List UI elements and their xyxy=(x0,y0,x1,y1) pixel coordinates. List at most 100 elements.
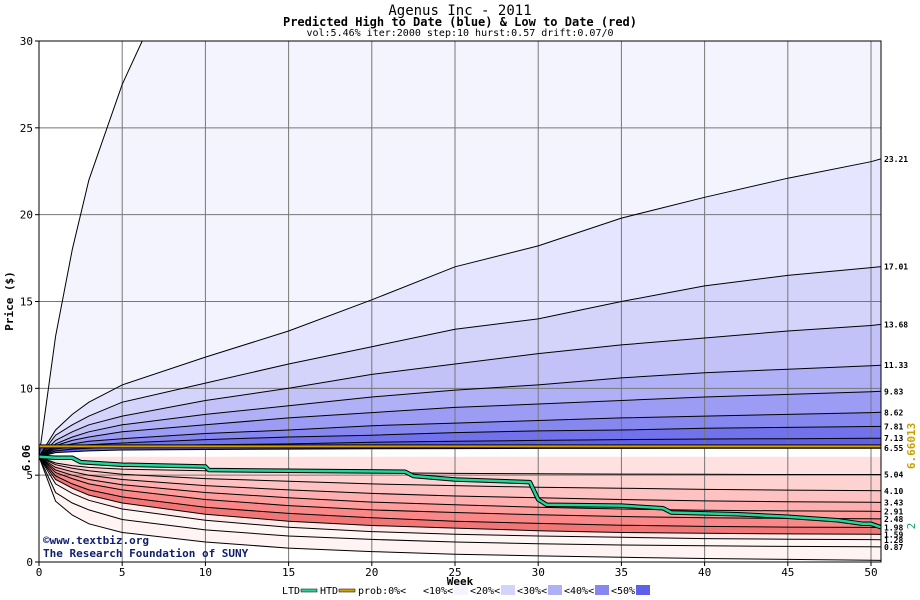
high-band-line xyxy=(39,158,881,458)
high-band-line xyxy=(39,437,881,458)
legend-label: HTD xyxy=(320,586,338,597)
high-band xyxy=(39,426,881,457)
start-price-label: 6.06 xyxy=(20,444,33,471)
x-tick-label: 10 xyxy=(199,566,212,579)
high-band-line xyxy=(39,364,881,458)
y-tick-label: 25 xyxy=(20,122,33,135)
band-end-label: 6.55 xyxy=(884,444,903,453)
low-band-line xyxy=(39,456,881,548)
low-band xyxy=(39,456,881,528)
watermark-org: The Research Foundation of SUNY xyxy=(43,547,249,560)
legend-line-swatch xyxy=(300,588,318,593)
x-tick-label: 45 xyxy=(781,566,794,579)
x-tick-label: 25 xyxy=(448,566,461,579)
max-line xyxy=(39,41,143,457)
band-end-label: 1.59 xyxy=(884,530,903,539)
legend-label: <30%< xyxy=(517,586,547,597)
legend-color-swatch xyxy=(595,585,609,595)
low-band xyxy=(39,456,881,535)
band-end-label: 2.48 xyxy=(884,515,903,524)
y-axis-label: Price ($) xyxy=(3,271,16,331)
legend-label: LTD xyxy=(282,586,300,597)
htd-value-label: 6.66013 xyxy=(905,423,918,469)
low-band-line xyxy=(39,456,881,541)
y-tick-label: 5 xyxy=(26,469,33,482)
legend-line-swatch xyxy=(338,588,356,593)
y-tick-label: 20 xyxy=(20,209,33,222)
min-line xyxy=(39,456,881,561)
low-band-line xyxy=(39,456,881,529)
y-tick-label: 15 xyxy=(20,296,33,309)
ltd-value-label: 2 xyxy=(905,523,918,530)
band-end-label: 0.87 xyxy=(884,543,903,552)
x-tick-label: 5 xyxy=(119,566,126,579)
x-tick-label: 0 xyxy=(36,566,43,579)
x-tick-label: 20 xyxy=(365,566,378,579)
x-axis-label: Week xyxy=(447,575,474,588)
low-band xyxy=(39,456,881,540)
legend-color-swatch xyxy=(636,585,650,595)
high-band xyxy=(39,412,881,457)
high-band xyxy=(39,158,881,457)
x-tick-label: 35 xyxy=(615,566,628,579)
high-band-line xyxy=(39,266,881,458)
legend-color-swatch xyxy=(454,585,468,595)
legend-color-swatch xyxy=(407,585,421,595)
band-end-label: 5.04 xyxy=(884,470,903,479)
high-band-line xyxy=(39,323,881,458)
low-band-line xyxy=(39,456,881,535)
low-band-line xyxy=(39,456,881,520)
x-tick-label: 50 xyxy=(864,566,877,579)
x-tick-label: 15 xyxy=(282,566,295,579)
legend-color-swatch xyxy=(548,585,562,595)
legend-label: prob:0%< xyxy=(358,586,406,597)
low-band xyxy=(39,456,881,512)
y-axis-ticks: 0 5 10 15 20 25 30 xyxy=(20,35,39,569)
band-end-label: 1.28 xyxy=(884,536,903,545)
x-tick-label: 30 xyxy=(532,566,545,579)
low-band-line xyxy=(39,456,881,503)
data-lines xyxy=(39,41,881,561)
legend-label: <50% xyxy=(611,586,635,597)
band-end-label: 13.68 xyxy=(884,320,908,329)
low-band-line xyxy=(39,456,881,512)
high-band xyxy=(39,324,881,457)
y-tick-label: 30 xyxy=(20,35,33,48)
chart-title: Agenus Inc - 2011 xyxy=(388,3,532,19)
legend-color-swatch xyxy=(501,585,515,595)
band-end-label: 2.91 xyxy=(884,507,903,516)
low-band-line xyxy=(39,456,881,492)
low-band-outer xyxy=(39,456,881,561)
band-end-label: 1.98 xyxy=(884,524,903,533)
chart-subtitle: Predicted High to Date (blue) & Low to D… xyxy=(282,15,637,29)
x-axis-ticks: 0 5 10 15 20 25 30 35 40 45 50 xyxy=(36,562,878,579)
band-end-label: 7.13 xyxy=(884,434,903,443)
band-end-label: 17.01 xyxy=(884,263,908,272)
high-band xyxy=(39,266,881,457)
x-tick-label: 40 xyxy=(698,566,711,579)
watermark-url: ©www.textbiz.org xyxy=(43,534,149,547)
legend-label: <20%< xyxy=(470,586,500,597)
legend: LTD HTD prob:0%< <10%< <20%< <30%< <40%< <50% xyxy=(282,585,650,597)
high-band xyxy=(39,391,881,457)
y-tick-label: 10 xyxy=(20,382,33,395)
legend-label: <40%< xyxy=(564,586,594,597)
low-band xyxy=(39,456,881,519)
grid-lines xyxy=(39,41,881,562)
y-tick-label: 0 xyxy=(26,556,33,569)
ltd-line xyxy=(39,455,881,529)
band-end-label: 3.43 xyxy=(884,498,903,507)
legend-label: <10%< xyxy=(423,586,453,597)
chart-parameters: vol:5.46% iter:2000 step:10 hurst:0.57 d… xyxy=(306,28,614,39)
band-end-label: 4.10 xyxy=(884,487,903,496)
band-end-label: 7.81 xyxy=(884,422,903,431)
high-band-line xyxy=(39,390,881,458)
band-end-label: 11.33 xyxy=(884,361,908,370)
band-end-labels: 23.21 17.01 13.68 11.33 9.83 8.62 7.81 7.136.55… xyxy=(884,155,908,552)
high-band-line xyxy=(39,411,881,458)
low-band xyxy=(39,456,881,503)
band-end-label: 8.62 xyxy=(884,408,903,417)
band-end-label: 23.21 xyxy=(884,155,908,164)
